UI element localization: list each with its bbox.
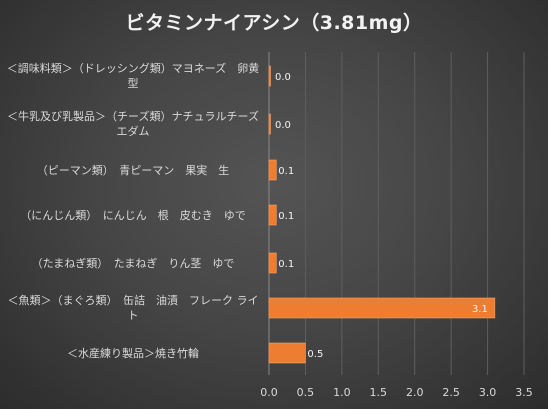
chart-title: ビタミンナイアシン（3.81mg）: [125, 12, 423, 34]
x-tick-label-0: 0.0: [260, 386, 278, 399]
data-label-6: 0.5: [307, 349, 323, 360]
bar-6: [268, 342, 306, 364]
bar-4: [268, 252, 277, 274]
data-label-1: 0.0: [275, 120, 291, 131]
bar-5: [268, 297, 496, 319]
x-tick-label-6: 3.0: [479, 386, 497, 399]
x-tick-label-3: 1.5: [370, 386, 388, 399]
data-label-0: 0.0: [275, 72, 291, 83]
data-label-4: 0.1: [278, 259, 294, 270]
x-tick-label-5: 2.5: [442, 386, 460, 399]
bar-3: [268, 204, 277, 226]
bar-2: [268, 159, 277, 181]
bar-1: [268, 113, 271, 135]
x-tick-label-4: 2.0: [406, 386, 424, 399]
category-label-3: （にんじん類） にんじん 根 皮むき ゆで: [20, 208, 246, 222]
data-label-2: 0.1: [278, 166, 294, 177]
category-label-0: ＜調味料類＞（ドレッシング類）マヨネーズ 卵黄型: [6, 62, 260, 90]
x-tick-label-1: 0.5: [297, 386, 315, 399]
category-label-6: ＜水産練り製品＞焼き竹輪: [67, 346, 199, 360]
x-tick-label-7: 3.5: [515, 386, 533, 399]
bar-0: [268, 65, 271, 87]
category-label-4: （たまねぎ類） たまねぎ りん茎 ゆで: [31, 256, 235, 270]
category-label-5: ＜魚類＞（まぐろ類） 缶詰 油漬 フレーク ライト: [7, 294, 259, 322]
data-label-3: 0.1: [278, 211, 294, 222]
category-label-2: （ピーマン類） 青ピーマン 果実 生: [36, 163, 230, 177]
x-tick-label-2: 1.0: [333, 386, 351, 399]
data-label-5: 3.1: [472, 304, 488, 315]
